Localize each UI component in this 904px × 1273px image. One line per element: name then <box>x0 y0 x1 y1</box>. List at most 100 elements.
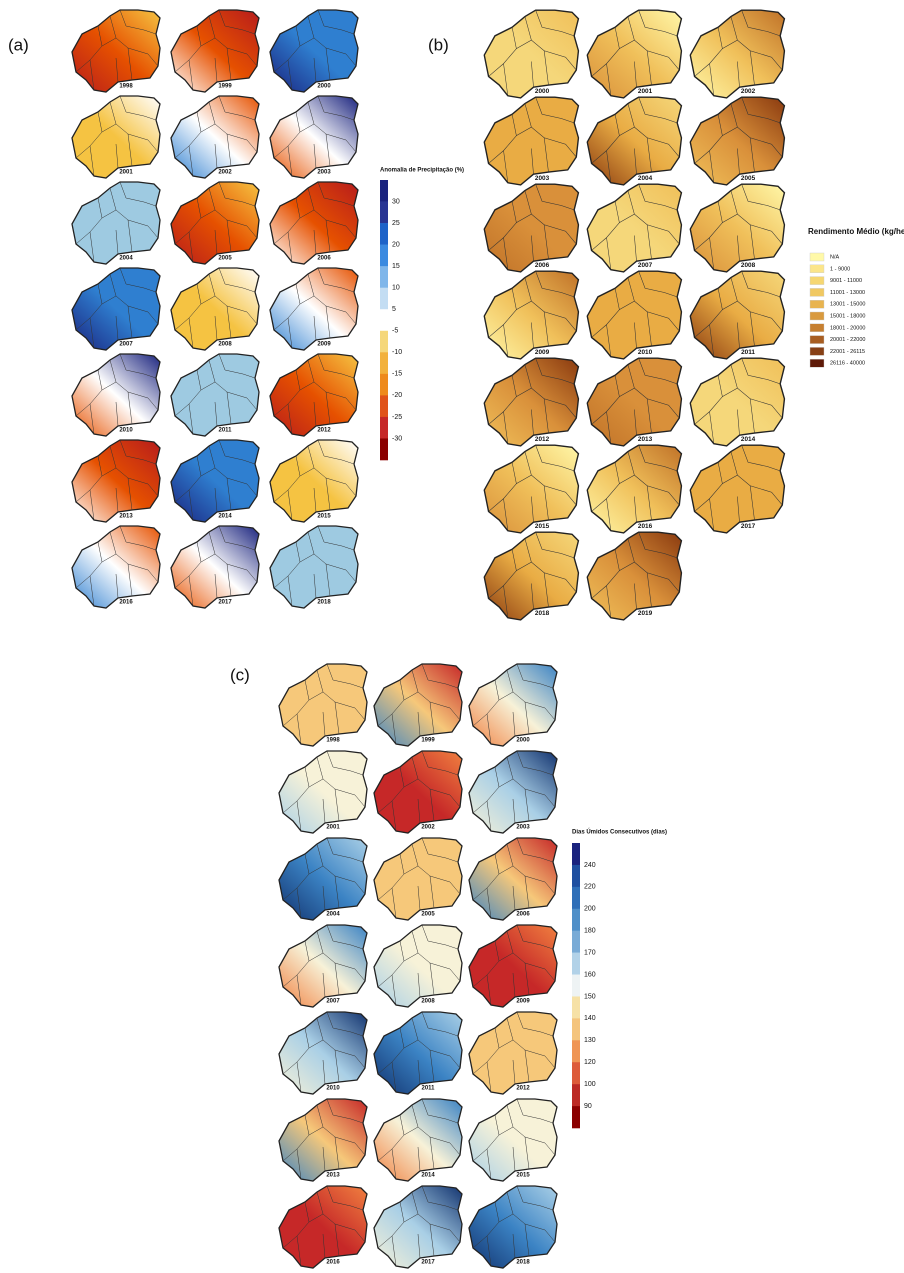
year-label: 1998 <box>119 84 133 90</box>
figure: (a) (b) (c) 1998199920002001200220032004… <box>0 0 904 1273</box>
map-region <box>469 1099 557 1181</box>
year-label: 2019 <box>638 610 653 617</box>
year-label: 2018 <box>317 600 331 606</box>
map: 2002 <box>690 10 784 98</box>
panel-label: (c) <box>230 665 250 684</box>
year-label: 2011 <box>218 428 232 434</box>
colorbar-label: 170 <box>584 949 596 956</box>
map: 2005 <box>171 182 259 264</box>
year-label: 2002 <box>218 170 232 176</box>
map: 2002 <box>171 96 259 178</box>
map-region <box>587 10 681 98</box>
map-region <box>484 532 578 620</box>
legend-item: 9001 - 11000 <box>830 278 862 284</box>
colorbar-label: 90 <box>584 1103 592 1110</box>
colorbar-block <box>572 887 580 909</box>
year-label: 2015 <box>516 1173 530 1179</box>
map: 2003 <box>469 751 557 833</box>
map-region <box>72 10 160 92</box>
map-region <box>484 184 578 272</box>
map: 2010 <box>279 1012 367 1094</box>
panel-label: (a) <box>8 35 29 54</box>
colorbar-block <box>572 996 580 1018</box>
panel-label: (b) <box>428 35 449 54</box>
colorbar-label: -5 <box>392 328 398 335</box>
colorbar-block <box>572 843 580 865</box>
year-label: 2006 <box>516 912 530 918</box>
map-region <box>171 182 259 264</box>
map-region <box>690 10 784 98</box>
colorbar-label: 200 <box>584 906 596 913</box>
map: 2001 <box>279 751 367 833</box>
year-label: 2006 <box>317 256 331 262</box>
map-region <box>469 664 557 746</box>
year-label: 1998 <box>326 738 340 744</box>
map-region <box>270 526 358 608</box>
map-region <box>690 358 784 446</box>
year-label: 2003 <box>317 170 331 176</box>
colorbar-label: 130 <box>584 1037 596 1044</box>
colorbar-block <box>572 1084 580 1106</box>
year-label: 2012 <box>516 1086 530 1092</box>
legend-item: 18001 - 20000 <box>830 325 865 331</box>
map: 2009 <box>484 271 578 359</box>
year-label: 2009 <box>535 349 550 356</box>
legend-swatch <box>810 277 824 285</box>
year-label: 2001 <box>119 170 133 176</box>
map: 2014 <box>374 1099 462 1181</box>
year-label: 2009 <box>317 342 331 348</box>
year-label: 2017 <box>218 600 232 606</box>
map-region <box>469 1012 557 1094</box>
map-region <box>374 1186 462 1268</box>
colorbar-label: 15 <box>392 263 400 270</box>
map-region <box>171 96 259 178</box>
map-region <box>690 445 784 533</box>
colorbar-block <box>572 1018 580 1040</box>
map-region <box>171 440 259 522</box>
year-label: 2004 <box>638 175 653 182</box>
map-region <box>374 1012 462 1094</box>
year-label: 2007 <box>326 999 340 1005</box>
legend-item: 15001 - 18000 <box>830 313 865 319</box>
map: 2000 <box>469 664 557 746</box>
legend-title: Dias Úmidos Consecutivos (dias) <box>572 829 667 836</box>
colorbar-label: 120 <box>584 1059 596 1066</box>
map: 1998 <box>279 664 367 746</box>
map-region <box>469 838 557 920</box>
legend-swatch <box>810 288 824 296</box>
legend-item: 13001 - 15000 <box>830 302 865 308</box>
map: 2003 <box>270 96 358 178</box>
year-label: 2017 <box>741 523 756 530</box>
map-region <box>72 526 160 608</box>
map-region <box>587 358 681 446</box>
year-label: 2010 <box>638 349 653 356</box>
colorbar-block <box>380 438 388 460</box>
year-label: 2006 <box>535 262 550 269</box>
colorbar-block <box>380 266 388 288</box>
legend-item: 1 - 9000 <box>830 266 850 272</box>
year-label: 2013 <box>119 514 133 520</box>
legend-item: 20001 - 22000 <box>830 337 865 343</box>
colorbar-block <box>380 223 388 245</box>
colorbar-label: 20 <box>392 241 400 248</box>
colorbar-block <box>380 352 388 374</box>
map: 2004 <box>587 97 681 185</box>
map: 2013 <box>279 1099 367 1181</box>
map-region <box>279 925 367 1007</box>
map-region <box>469 1186 557 1268</box>
map: 2004 <box>279 838 367 920</box>
map-region <box>690 97 784 185</box>
map: 2015 <box>484 445 578 533</box>
map-region <box>374 1099 462 1181</box>
legend-swatch <box>810 300 824 308</box>
year-label: 2000 <box>516 738 530 744</box>
colorbar-label: 150 <box>584 993 596 1000</box>
year-label: 2002 <box>421 825 435 831</box>
colorbar-label: -15 <box>392 371 402 378</box>
map: 2017 <box>374 1186 462 1268</box>
colorbar-block <box>380 245 388 267</box>
colorbar-block <box>572 1106 580 1128</box>
map: 2009 <box>469 925 557 1007</box>
year-label: 2004 <box>326 912 340 918</box>
legend-swatch <box>810 265 824 273</box>
